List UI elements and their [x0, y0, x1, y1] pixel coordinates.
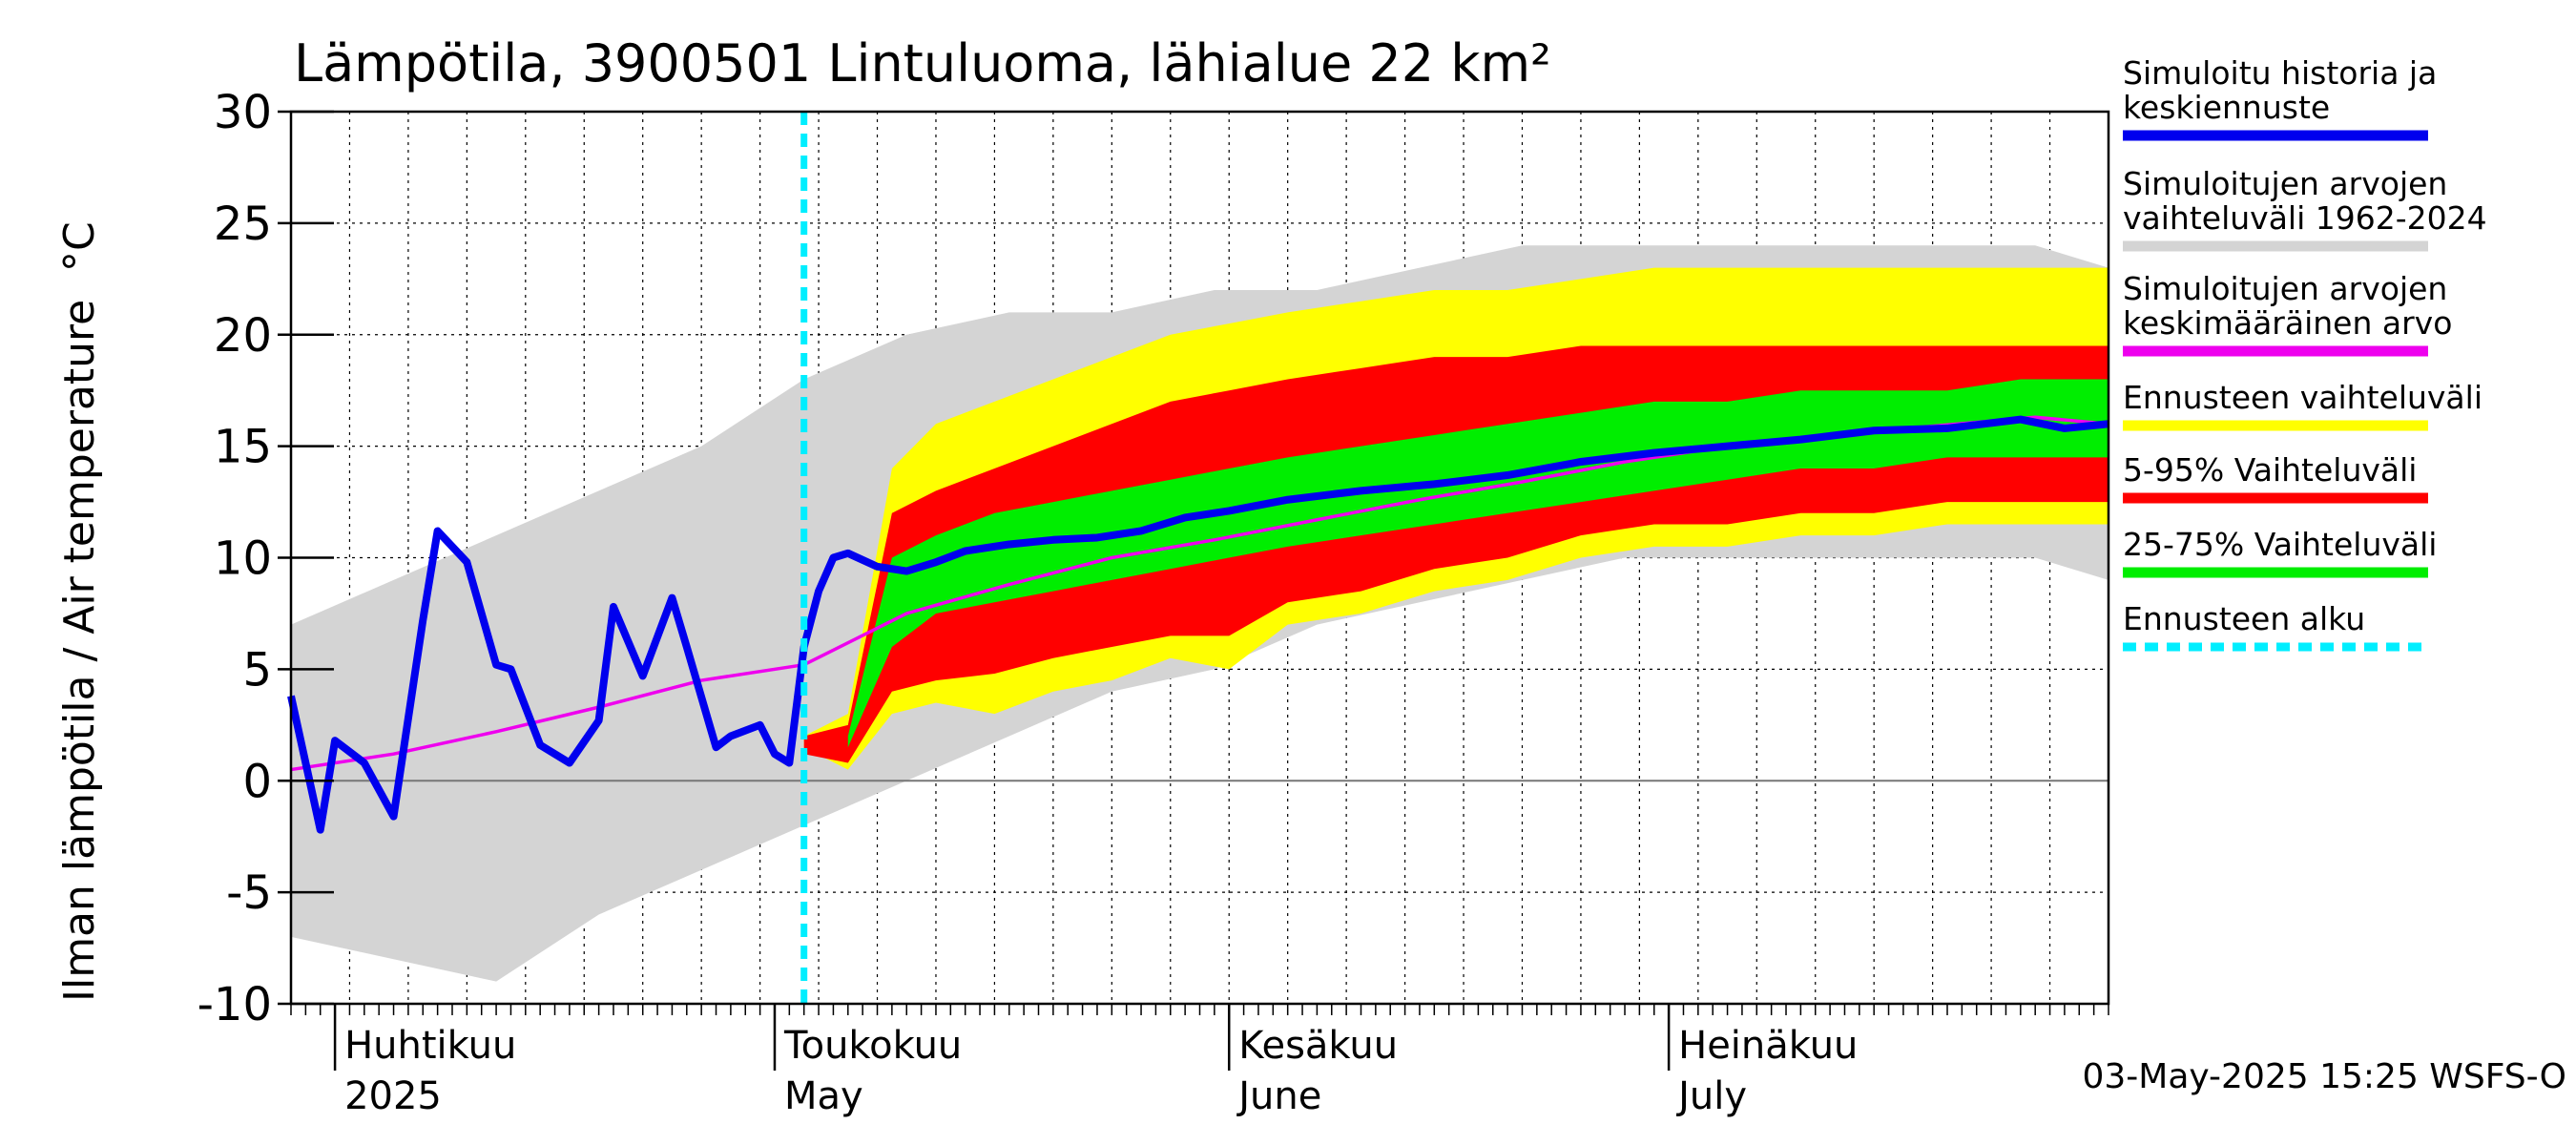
y-tick-label: 0 — [242, 755, 272, 808]
legend-label: keskiennuste — [2123, 89, 2330, 126]
y-tick-label: 30 — [214, 86, 272, 139]
footer-timestamp: 03-May-2025 15:25 WSFS-O — [2082, 1057, 2566, 1096]
month-label-fi: Huhtikuu — [344, 1024, 516, 1068]
y-tick-label: 15 — [214, 421, 272, 474]
legend-label: Simuloitujen arvojen — [2123, 270, 2447, 307]
legend-label: Simuloitujen arvojen — [2123, 165, 2447, 202]
legend-label: keskimääräinen arvo — [2123, 304, 2452, 342]
y-tick-label: 25 — [214, 198, 272, 251]
month-label-fi: Toukokuu — [783, 1024, 962, 1068]
y-axis-label: Ilman lämpötila / Air temperature — [55, 300, 104, 1002]
band-area — [847, 379, 2109, 748]
month-label-fi: Heinäkuu — [1678, 1024, 1858, 1068]
y-tick-label: -5 — [226, 866, 272, 920]
plot-area: -10-5051015202530Huhtikuu2025ToukokuuMay… — [197, 86, 2110, 1118]
chart-title: Lämpötila, 3900501 Lintuluoma, lähialue … — [294, 33, 1551, 94]
y-tick-label: -10 — [197, 978, 272, 1031]
legend-label: vaihteluväli 1962-2024 — [2123, 199, 2487, 237]
y-tick-label: 10 — [214, 532, 272, 586]
y-tick-label: 5 — [242, 643, 272, 697]
legend-label: Ennusteen alku — [2123, 600, 2365, 637]
month-label-fi: Kesäkuu — [1238, 1024, 1398, 1068]
legend-label: 5-95% Vaihteluväli — [2123, 451, 2417, 489]
month-label-en: May — [784, 1074, 863, 1118]
month-label-en: 2025 — [344, 1074, 442, 1118]
series-line — [287, 415, 2109, 834]
month-label-en: July — [1675, 1074, 1747, 1118]
y-tick-label: 20 — [214, 309, 272, 363]
legend-label: Ennusteen vaihteluväli — [2123, 379, 2483, 416]
y-axis-unit: °C — [55, 221, 104, 272]
legend-label: Simuloitu historia ja — [2123, 54, 2437, 92]
legend-label: 25-75% Vaihteluväli — [2123, 526, 2437, 563]
month-label-en: June — [1236, 1074, 1321, 1118]
